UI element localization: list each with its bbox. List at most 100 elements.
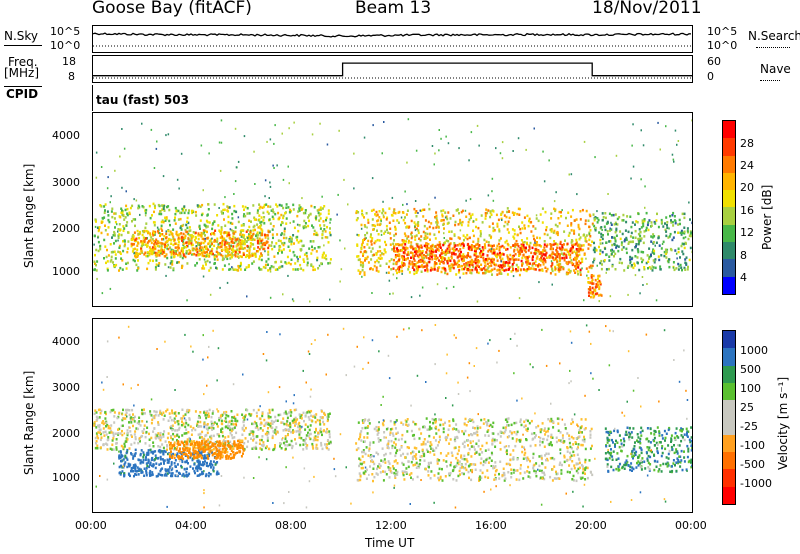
power-cell	[573, 219, 576, 222]
velocity-cell	[157, 423, 160, 426]
power-colorbar-segment	[723, 190, 735, 208]
velocity-cell	[212, 423, 214, 427]
power-cell	[392, 292, 394, 295]
power-cell	[239, 233, 242, 236]
velocity-cell	[134, 452, 137, 455]
power-cell	[194, 210, 197, 214]
power-cell	[570, 259, 573, 262]
power-cell	[441, 249, 443, 252]
power-cell	[302, 258, 305, 261]
power-cell	[123, 147, 126, 150]
power-cell	[598, 279, 601, 283]
power-cell	[505, 215, 508, 219]
velocity-cell	[178, 471, 180, 475]
power-cell	[453, 234, 456, 237]
power-cell	[567, 268, 570, 272]
power-cell	[636, 256, 639, 259]
velocity-cell	[121, 424, 124, 427]
power-cell	[573, 269, 575, 272]
velocity-cell	[124, 461, 127, 464]
power-cell	[281, 232, 283, 235]
velocity-cell	[127, 472, 130, 475]
power-cell	[605, 241, 608, 244]
velocity-cell	[204, 460, 206, 463]
power-ytick-1000: 1000	[52, 265, 80, 278]
power-cell	[454, 253, 457, 256]
velocity-cell	[168, 457, 171, 461]
power-cell	[376, 223, 379, 226]
power-cell	[468, 159, 470, 162]
power-cell	[221, 237, 224, 240]
velocity-cell	[166, 448, 168, 451]
power-cell	[321, 253, 324, 257]
power-cell	[645, 261, 648, 265]
power-cell	[185, 223, 188, 227]
velocity-cell	[243, 418, 246, 421]
power-cell	[106, 210, 109, 213]
power-cell	[593, 288, 596, 292]
power-cell	[107, 226, 110, 229]
power-cell	[235, 166, 238, 169]
power-cell	[206, 214, 209, 217]
power-cell	[247, 265, 250, 269]
power-cell	[357, 255, 360, 258]
power-cell	[264, 250, 266, 253]
power-cell	[147, 231, 149, 235]
power-cell	[679, 263, 682, 267]
power-cell	[367, 239, 370, 243]
power-cell	[485, 208, 488, 211]
power-cell	[401, 254, 404, 258]
power-cell	[363, 238, 366, 241]
power-cell	[134, 218, 137, 221]
power-cell	[395, 269, 398, 272]
power-cell	[503, 269, 506, 272]
power-cell	[226, 281, 229, 284]
power-cell	[470, 216, 472, 220]
velocity-cell	[150, 436, 153, 440]
power-cell	[144, 226, 147, 230]
velocity-cell	[118, 465, 121, 469]
velocity-cell	[145, 467, 148, 470]
power-cell	[683, 246, 686, 250]
velocity-cell	[113, 411, 116, 414]
power-cell	[668, 227, 670, 230]
power-cell	[103, 211, 106, 214]
power-cell	[317, 267, 320, 270]
power-cell	[405, 246, 408, 249]
power-cell	[271, 228, 274, 231]
power-cell	[170, 256, 173, 259]
power-cell	[180, 211, 183, 215]
power-cell	[674, 129, 677, 132]
power-cell	[404, 221, 407, 225]
power-cell	[472, 229, 474, 232]
power-cell	[263, 222, 266, 225]
power-cell	[534, 249, 537, 253]
power-cell	[410, 251, 412, 254]
power-cell	[188, 248, 191, 252]
power-cell	[276, 233, 279, 236]
power-cell	[182, 223, 185, 226]
power-cell	[143, 253, 146, 256]
power-cell	[117, 236, 120, 239]
noise-panel	[92, 25, 693, 53]
power-cell	[460, 223, 463, 227]
power-cell	[610, 214, 613, 217]
power-cell	[396, 277, 398, 280]
power-cell	[683, 216, 686, 220]
velocity-cell	[213, 441, 216, 445]
velocity-cell	[146, 426, 149, 429]
power-cell	[637, 239, 640, 242]
power-cell	[266, 210, 269, 214]
velocity-cell	[126, 458, 129, 461]
power-cell	[269, 296, 272, 299]
power-cell	[165, 217, 168, 221]
power-cell	[490, 235, 493, 238]
velocity-cell	[161, 458, 164, 461]
power-cell	[256, 233, 258, 236]
velocity-cell	[328, 433, 331, 436]
velocity-cell	[152, 430, 155, 433]
power-cell	[180, 228, 183, 231]
power-cell	[300, 267, 303, 270]
power-cell	[114, 239, 117, 243]
power-cell	[569, 249, 572, 253]
